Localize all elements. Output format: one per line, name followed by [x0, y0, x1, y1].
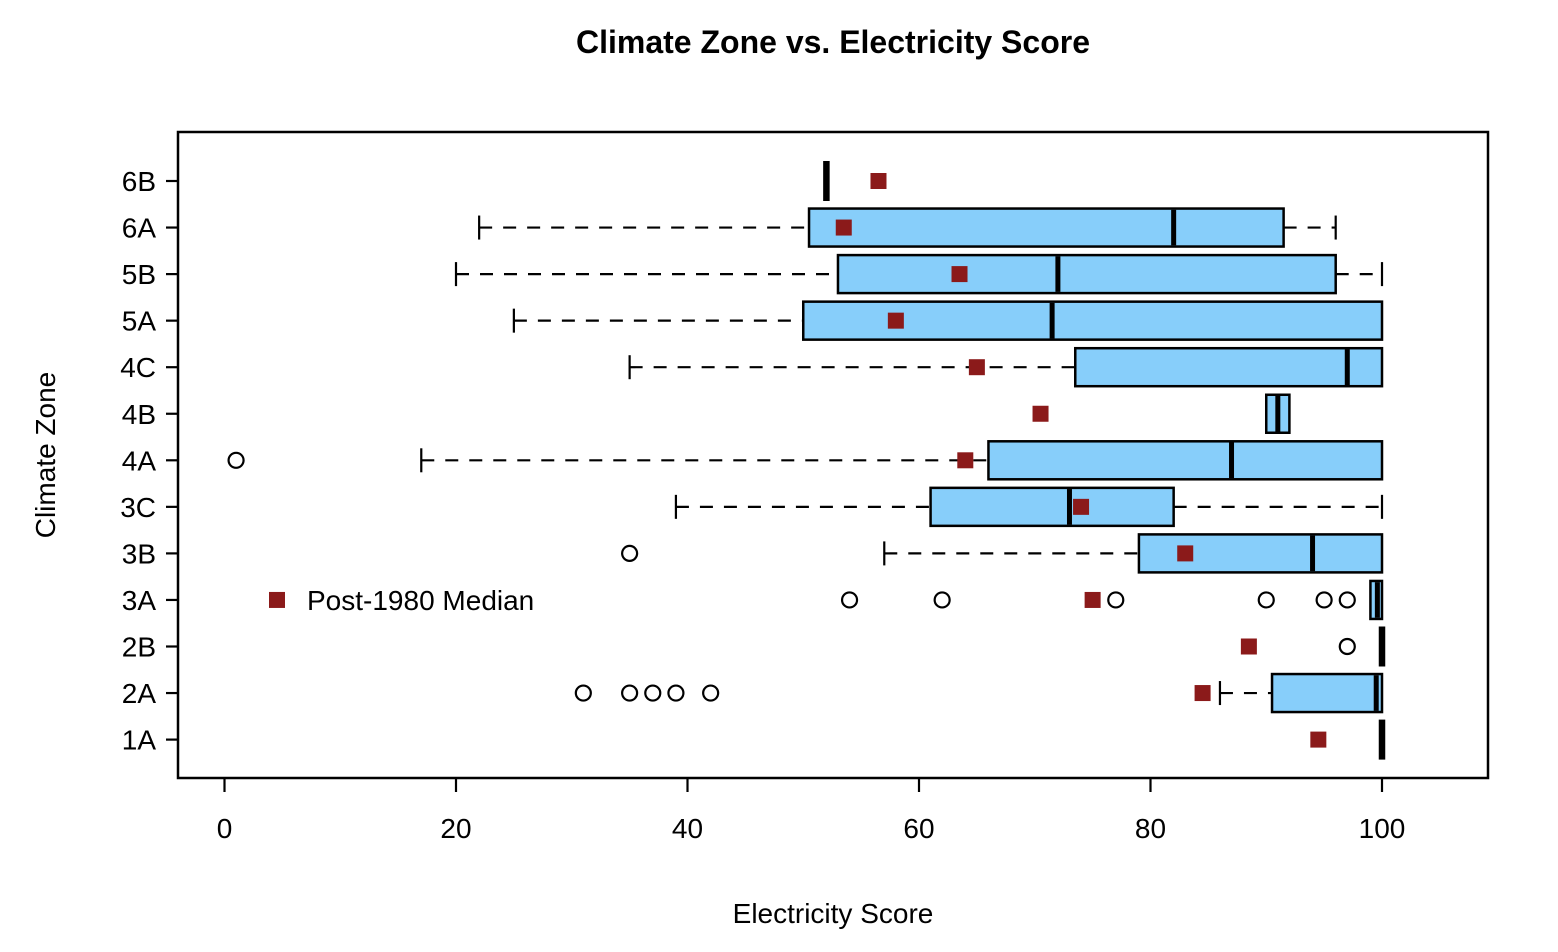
boxplot-row-2A: 2A: [122, 672, 1384, 714]
boxplot-row-5A: 5A: [122, 300, 1384, 341]
post1980-median-marker: [1194, 685, 1211, 702]
outlier-point: [1315, 591, 1333, 609]
x-tick-label: 80: [1135, 813, 1166, 844]
y-tick-label: 6B: [122, 166, 156, 197]
post1980-median-marker: [1177, 545, 1194, 562]
post1980-median-marker: [870, 173, 887, 189]
boxplot-row-3C: 3C: [120, 486, 1384, 528]
outlier-point: [1107, 591, 1125, 609]
outlier-point: [933, 591, 951, 609]
legend-label: Post-1980 Median: [307, 585, 534, 616]
legend: Post-1980 Median: [269, 585, 534, 616]
box: [929, 486, 1175, 528]
box: [1270, 672, 1384, 714]
boxplot-row-4C: 4C: [120, 346, 1384, 388]
y-axis-label: Climate Zone: [30, 371, 61, 539]
y-tick-label: 3B: [122, 538, 156, 569]
outlier-point: [621, 544, 639, 563]
post1980-median-marker: [835, 219, 852, 236]
box: [1137, 533, 1384, 574]
outlier-point: [667, 684, 685, 702]
boxplot-row-6B: 6B: [122, 161, 887, 201]
degenerate-box-median: [1378, 719, 1386, 760]
outlier-point: [1257, 591, 1275, 609]
boxplot-row-4B: 4B: [122, 393, 1291, 434]
y-tick-label: 4B: [122, 399, 156, 430]
boxplot-row-6A: 6A: [122, 207, 1337, 248]
boxplot-row-2B: 2B: [122, 626, 1386, 667]
x-tick-label: 40: [672, 813, 703, 844]
box: [807, 207, 1285, 248]
degenerate-box-median: [1378, 626, 1386, 667]
x-tick-label: 20: [440, 813, 471, 844]
outlier-point: [227, 451, 245, 469]
boxplot-row-5B: 5B: [122, 253, 1384, 295]
y-tick-label: 5A: [122, 306, 157, 337]
box: [1074, 346, 1384, 388]
y-tick-label: 1A: [122, 725, 157, 756]
outlier-point: [574, 684, 592, 702]
x-axis-label: Electricity Score: [732, 898, 934, 929]
box: [836, 253, 1337, 295]
outlier-point: [1338, 637, 1356, 656]
post1980-median-marker: [968, 359, 985, 376]
outlier-point: [702, 684, 720, 702]
chart-title: Climate Zone vs. Electricity Score: [576, 24, 1090, 60]
boxplot-row-4A: 4A: [122, 440, 1384, 481]
post1980-median-marker: [887, 312, 904, 329]
plot-border: [176, 130, 1490, 780]
boxplot-row-3B: 3B: [122, 533, 1384, 574]
y-tick-label: 4C: [120, 352, 156, 383]
x-tick-label: 0: [217, 813, 233, 844]
boxplot-row-3A: 3A: [122, 579, 1384, 621]
y-tick-label: 6A: [122, 213, 157, 244]
y-tick-label: 4A: [122, 445, 157, 476]
post1980-median-marker: [957, 452, 974, 469]
x-tick-label: 60: [903, 813, 934, 844]
box: [987, 440, 1384, 481]
post1980-median-marker: [1240, 638, 1257, 655]
y-tick-label: 3A: [122, 585, 157, 616]
outlier-point: [840, 591, 859, 609]
post1980-median-marker: [1032, 405, 1049, 422]
boxplot-row-1A: 1A: [122, 719, 1386, 760]
outlier-point: [621, 684, 639, 702]
y-tick-label: 5B: [122, 259, 156, 290]
outlier-point: [1338, 591, 1356, 609]
post1980-median-marker: [1073, 498, 1090, 515]
outlier-point: [644, 684, 662, 702]
post1980-median-marker: [1310, 731, 1327, 748]
degenerate-box-median: [823, 161, 830, 201]
x-tick-label: 100: [1359, 813, 1406, 844]
y-tick-label: 3C: [120, 492, 156, 523]
y-tick-label: 2B: [122, 632, 156, 663]
legend-marker-icon: [269, 591, 285, 608]
post1980-median-marker: [1084, 591, 1101, 608]
y-tick-label: 2A: [122, 678, 157, 709]
post1980-median-marker: [951, 266, 968, 283]
